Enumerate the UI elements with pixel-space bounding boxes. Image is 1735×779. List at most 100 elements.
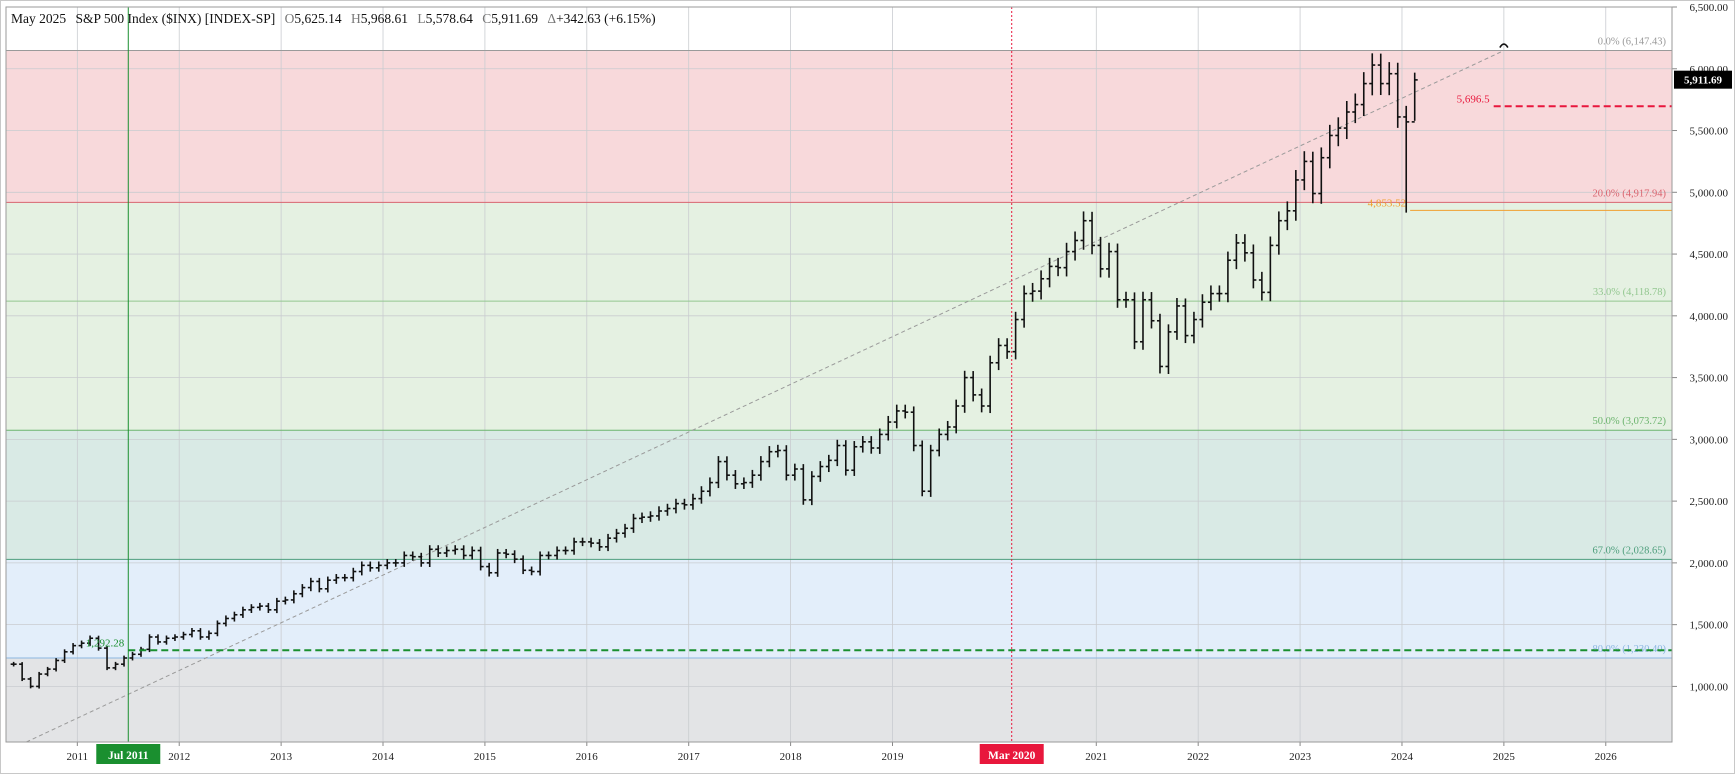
ohlc-bar bbox=[808, 471, 815, 506]
ohlc-bar bbox=[87, 635, 94, 646]
ohlc-bar bbox=[1131, 292, 1138, 350]
ohlc-bar bbox=[1182, 298, 1189, 344]
ohlc-bar bbox=[1233, 234, 1240, 270]
ohlc-bar bbox=[1241, 234, 1248, 262]
ohlc-bar bbox=[1089, 211, 1096, 255]
header-info: May 2025 S&P 500 Index ($INX) [INDEX-SP]… bbox=[11, 11, 656, 26]
time-tick-label: 2017 bbox=[678, 751, 701, 763]
ohlc-bar bbox=[222, 615, 229, 627]
ohlc-bar bbox=[494, 548, 501, 577]
ohlc-bar bbox=[180, 631, 187, 640]
ohlc-bar bbox=[978, 388, 985, 413]
ohlc-bar bbox=[842, 440, 849, 476]
ohlc-bar bbox=[851, 441, 858, 476]
ohlc-bar bbox=[893, 404, 900, 429]
ohlc-bar bbox=[358, 561, 365, 576]
ohlc-bar bbox=[95, 635, 102, 651]
ohlc-bar bbox=[834, 439, 841, 467]
header-group: May 2025 S&P 500 Index ($INX) [INDEX-SP]… bbox=[11, 11, 656, 26]
ohlc-bar bbox=[817, 461, 824, 482]
peak-marker bbox=[1499, 43, 1509, 48]
ohlc-bar bbox=[545, 551, 552, 560]
ohlc-bar bbox=[706, 477, 713, 497]
ohlc-bar bbox=[112, 661, 119, 671]
ohlc-bar bbox=[460, 545, 467, 560]
ohlc-bar bbox=[53, 658, 60, 672]
price-tick-label: 2,500.00 bbox=[1690, 496, 1729, 508]
ohlc-bar bbox=[1394, 62, 1401, 128]
date-marker-label: Jul 2011 bbox=[108, 750, 149, 762]
ohlc-bar bbox=[36, 671, 43, 689]
ohlc-bar bbox=[766, 446, 773, 468]
ohlc-bar bbox=[324, 576, 331, 593]
ohlc-bar bbox=[1309, 151, 1316, 204]
ohlc-bar bbox=[477, 546, 484, 571]
ohlc-bar bbox=[902, 404, 909, 419]
current-price-label: 5,911.69 bbox=[1684, 75, 1722, 87]
ohlc-bar bbox=[409, 551, 416, 561]
ohlc-bar bbox=[1275, 211, 1282, 255]
ohlc-bar bbox=[435, 545, 442, 558]
ohlc-bar bbox=[384, 558, 391, 570]
ohlc-bar bbox=[1199, 294, 1206, 328]
header-month: May 2025 bbox=[11, 11, 66, 26]
ohlc-bar bbox=[859, 436, 866, 453]
ohlc-bar bbox=[426, 545, 433, 567]
ohlc-bar bbox=[401, 551, 408, 567]
ohlc-bar bbox=[256, 602, 263, 611]
time-tick-label: 2026 bbox=[1595, 751, 1618, 763]
low-label: L bbox=[417, 11, 425, 26]
price-tick-label: 1,500.00 bbox=[1690, 620, 1729, 632]
ohlc-bar bbox=[19, 662, 26, 682]
ohlc-bar bbox=[1173, 298, 1180, 340]
ohlc-bar bbox=[121, 655, 128, 667]
price-tick-label: 1,000.00 bbox=[1690, 681, 1729, 693]
ohlc-bar bbox=[757, 456, 764, 481]
time-tick-label: 2018 bbox=[780, 751, 803, 763]
ohlc-bar bbox=[910, 406, 917, 452]
ohlc-bar bbox=[1139, 291, 1146, 350]
price-axis: 1,000.00 1,500.00 2,000.00 2,500.00 3,000.00… bbox=[1672, 0, 1735, 774]
ohlc-bar bbox=[944, 420, 951, 441]
ohlc-bar bbox=[520, 555, 527, 575]
ohlc-bar bbox=[1012, 311, 1019, 360]
price-tick-label: 5,500.00 bbox=[1690, 126, 1729, 138]
ohlc-bar bbox=[936, 428, 943, 457]
ohlc-bar bbox=[647, 511, 654, 522]
ohlc-bar bbox=[723, 456, 730, 481]
ohlc-bar bbox=[740, 477, 747, 489]
ohlc-bar bbox=[1055, 257, 1062, 277]
ohlc-bar bbox=[1335, 117, 1342, 147]
ohlc-bar bbox=[10, 661, 17, 667]
ohlc-bar bbox=[1326, 124, 1333, 169]
retracement-band bbox=[6, 657, 1672, 742]
ohlc-bar bbox=[1072, 231, 1079, 261]
retracement-label: 0.0% (6,147.43) bbox=[1598, 37, 1667, 48]
ohlc-bar bbox=[248, 604, 255, 614]
ohlc-bar bbox=[664, 503, 671, 516]
ohlc-bar bbox=[562, 546, 569, 555]
ohlc-bar bbox=[1021, 285, 1028, 328]
ohlc-bar bbox=[554, 546, 561, 560]
ohlc-bar bbox=[774, 444, 781, 458]
ohlc-bar bbox=[528, 566, 535, 576]
ohlc-bar bbox=[44, 666, 51, 677]
ohlc-bar bbox=[953, 399, 960, 434]
ohlc-bar bbox=[1352, 93, 1359, 124]
retracement-label: 67.0% (2,028.65) bbox=[1593, 545, 1667, 556]
ohlc-bar bbox=[341, 574, 348, 582]
retracement-band bbox=[6, 50, 1672, 203]
ohlc-bar bbox=[316, 577, 323, 593]
ohlc-bar bbox=[995, 338, 1002, 371]
time-axis: 2011 2012 2013 2014 2015 2016 2017 2018 2019 2021… bbox=[0, 742, 1735, 774]
change-label: Δ bbox=[547, 11, 556, 26]
ohlc-bar bbox=[1207, 285, 1214, 311]
ohlc-bar bbox=[1258, 271, 1265, 301]
ohlc-bar bbox=[876, 428, 883, 454]
grid-lines bbox=[6, 6, 1672, 742]
ohlc-bar bbox=[1156, 313, 1163, 374]
retracement-band bbox=[6, 202, 1672, 431]
high-value: 5,968.61 bbox=[361, 11, 408, 26]
ohlc-bar bbox=[579, 537, 586, 547]
